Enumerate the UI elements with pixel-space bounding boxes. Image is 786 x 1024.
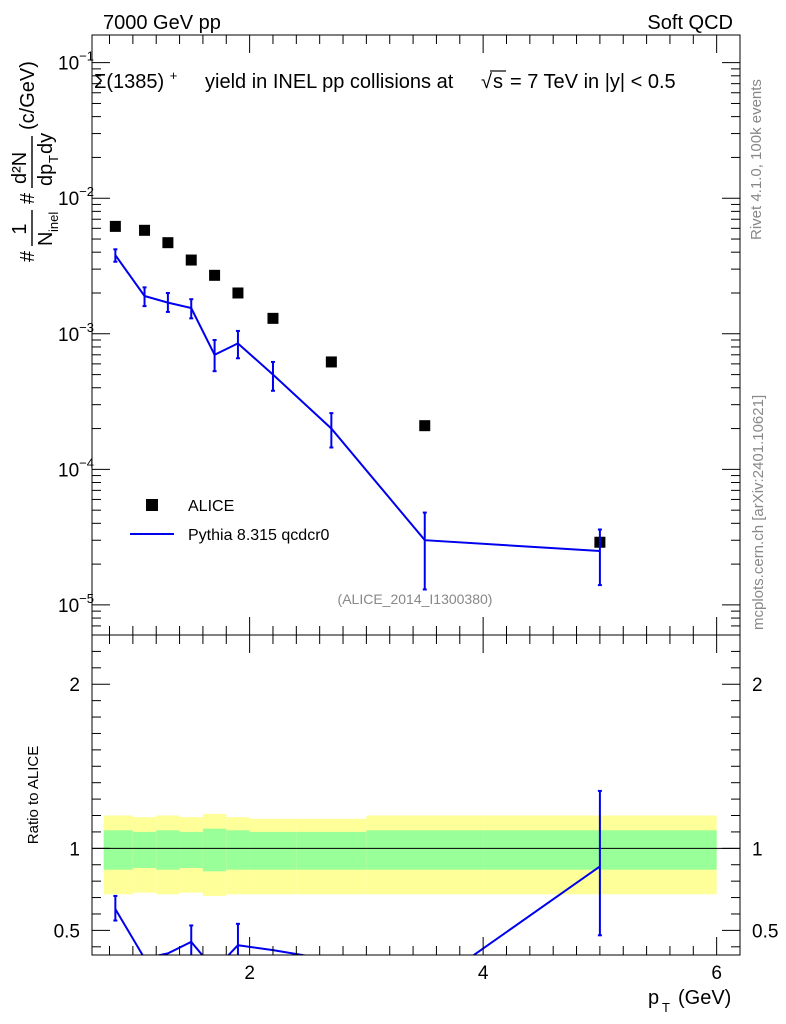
ratio-y-tick-label-right: 1 [752, 839, 763, 860]
green-band-segment [156, 830, 180, 870]
lower-uncertainty-bands [103, 813, 717, 896]
legend-label-pythia: Pythia 8.315 qcdcr0 [188, 527, 330, 544]
y-tick-label: 10−3 [58, 320, 94, 346]
legend-marker-alice [146, 499, 158, 511]
xlabel-unit: (GeV) [678, 987, 731, 1009]
header-left: 7000 GeV pp [103, 12, 221, 34]
ylabel-T: T [46, 155, 61, 163]
ratio-y-tick-label-left: 1 [69, 839, 80, 860]
upper-series [109, 220, 606, 591]
lower-series [113, 789, 602, 955]
ratio-y-tick-label-right: 0.5 [752, 921, 778, 942]
title-middle: yield in INEL pp collisions at [205, 71, 454, 93]
rivet-version-text: Rivet 4.1.0, 100k events [748, 79, 765, 240]
legend-label-alice: ALICE [188, 498, 234, 515]
ylabel-one: 1 [9, 223, 31, 234]
y-tick-label: 10−2 [58, 184, 94, 210]
green-band-segment [132, 831, 157, 869]
alice-data-point [209, 269, 221, 281]
ylabel-N: N [35, 232, 57, 246]
green-band-segment [296, 831, 367, 870]
title-s: s [493, 71, 503, 93]
x-tick-label: 6 [711, 963, 722, 984]
green-band-segment [202, 828, 227, 872]
xlabel-T: T [662, 1000, 670, 1015]
x-axis-label: p T (GeV) [648, 987, 731, 1015]
analysis-watermark: (ALICE_2014_I1300380) [338, 591, 493, 607]
y-tick-label: 10−5 [58, 591, 94, 617]
alice-data-point [109, 220, 121, 232]
ratio-y-tick-label-right: 2 [752, 675, 763, 696]
title-sqrt: √ [481, 71, 492, 93]
ylabel-unit: (c/GeV) [17, 61, 39, 130]
pythia-line [114, 254, 600, 552]
ylabel-dy: dy [35, 133, 57, 154]
upper-y-axis-label: # 1 N inel # d²N dp T dy (c/GeV) [9, 61, 61, 262]
x-tick-label: 4 [478, 963, 489, 984]
green-band-segment [249, 831, 297, 870]
upper-frame [91, 34, 741, 636]
green-band-segment [103, 830, 133, 870]
alice-data-point [139, 224, 151, 236]
alice-data-point [185, 254, 197, 266]
mcplots-credit-text: mcplots.cern.ch [arXiv:2401.10621] [750, 395, 767, 630]
ylabel-hash1: # [17, 250, 39, 262]
y-tick-label: 10−4 [58, 455, 94, 481]
lower-panel: 0.5 0.5 1 1 2 2 2 4 6 Ratio to ALICE p T (GeV) [25, 634, 779, 1015]
alice-data-point [419, 420, 431, 432]
green-band-segment [179, 831, 203, 869]
upper-y-tick-labels: 10−1 10−2 10−3 10−4 10−5 [58, 49, 94, 617]
header-right: Soft QCD [647, 12, 733, 34]
xlabel-p: p [648, 987, 659, 1009]
alice-data-point [232, 287, 244, 299]
green-band-segment [226, 830, 250, 870]
upper-axis-ticks [92, 35, 740, 636]
lower-frame [91, 634, 741, 956]
ylabel-d2N: d²N [9, 152, 31, 184]
lower-tick-labels: 0.5 0.5 1 1 2 2 2 4 6 [54, 675, 779, 984]
plot-title: Σ(1385) + yield in INEL pp collisions at… [94, 63, 676, 93]
ratio-y-tick-label-left: 0.5 [54, 921, 80, 942]
ylabel-dp: dp [35, 164, 57, 186]
ylabel-inel: inel [46, 212, 61, 232]
lower-y-axis-label: Ratio to ALICE [25, 746, 42, 844]
legend: ALICE Pythia 8.315 qcdcr0 [130, 498, 330, 544]
upper-panel: 10−1 10−2 10−3 10−4 10−5 Σ(1385) + yield in … [9, 34, 741, 636]
title-tail: = 7 TeV in |y| < 0.5 [510, 71, 676, 93]
alice-data-point [162, 237, 174, 249]
alice-data-point [325, 356, 337, 368]
x-tick-label: 2 [244, 963, 255, 984]
y-tick-label: 10−1 [58, 49, 94, 75]
lower-axis-ticks [92, 634, 740, 955]
green-band-segment [366, 830, 484, 870]
alice-data-point [267, 312, 279, 324]
ylabel-hash2: # [17, 192, 39, 204]
title-superscript: + [170, 68, 178, 83]
ratio-y-tick-label-left: 2 [69, 675, 80, 696]
title-symbol: Σ(1385) [94, 71, 164, 93]
